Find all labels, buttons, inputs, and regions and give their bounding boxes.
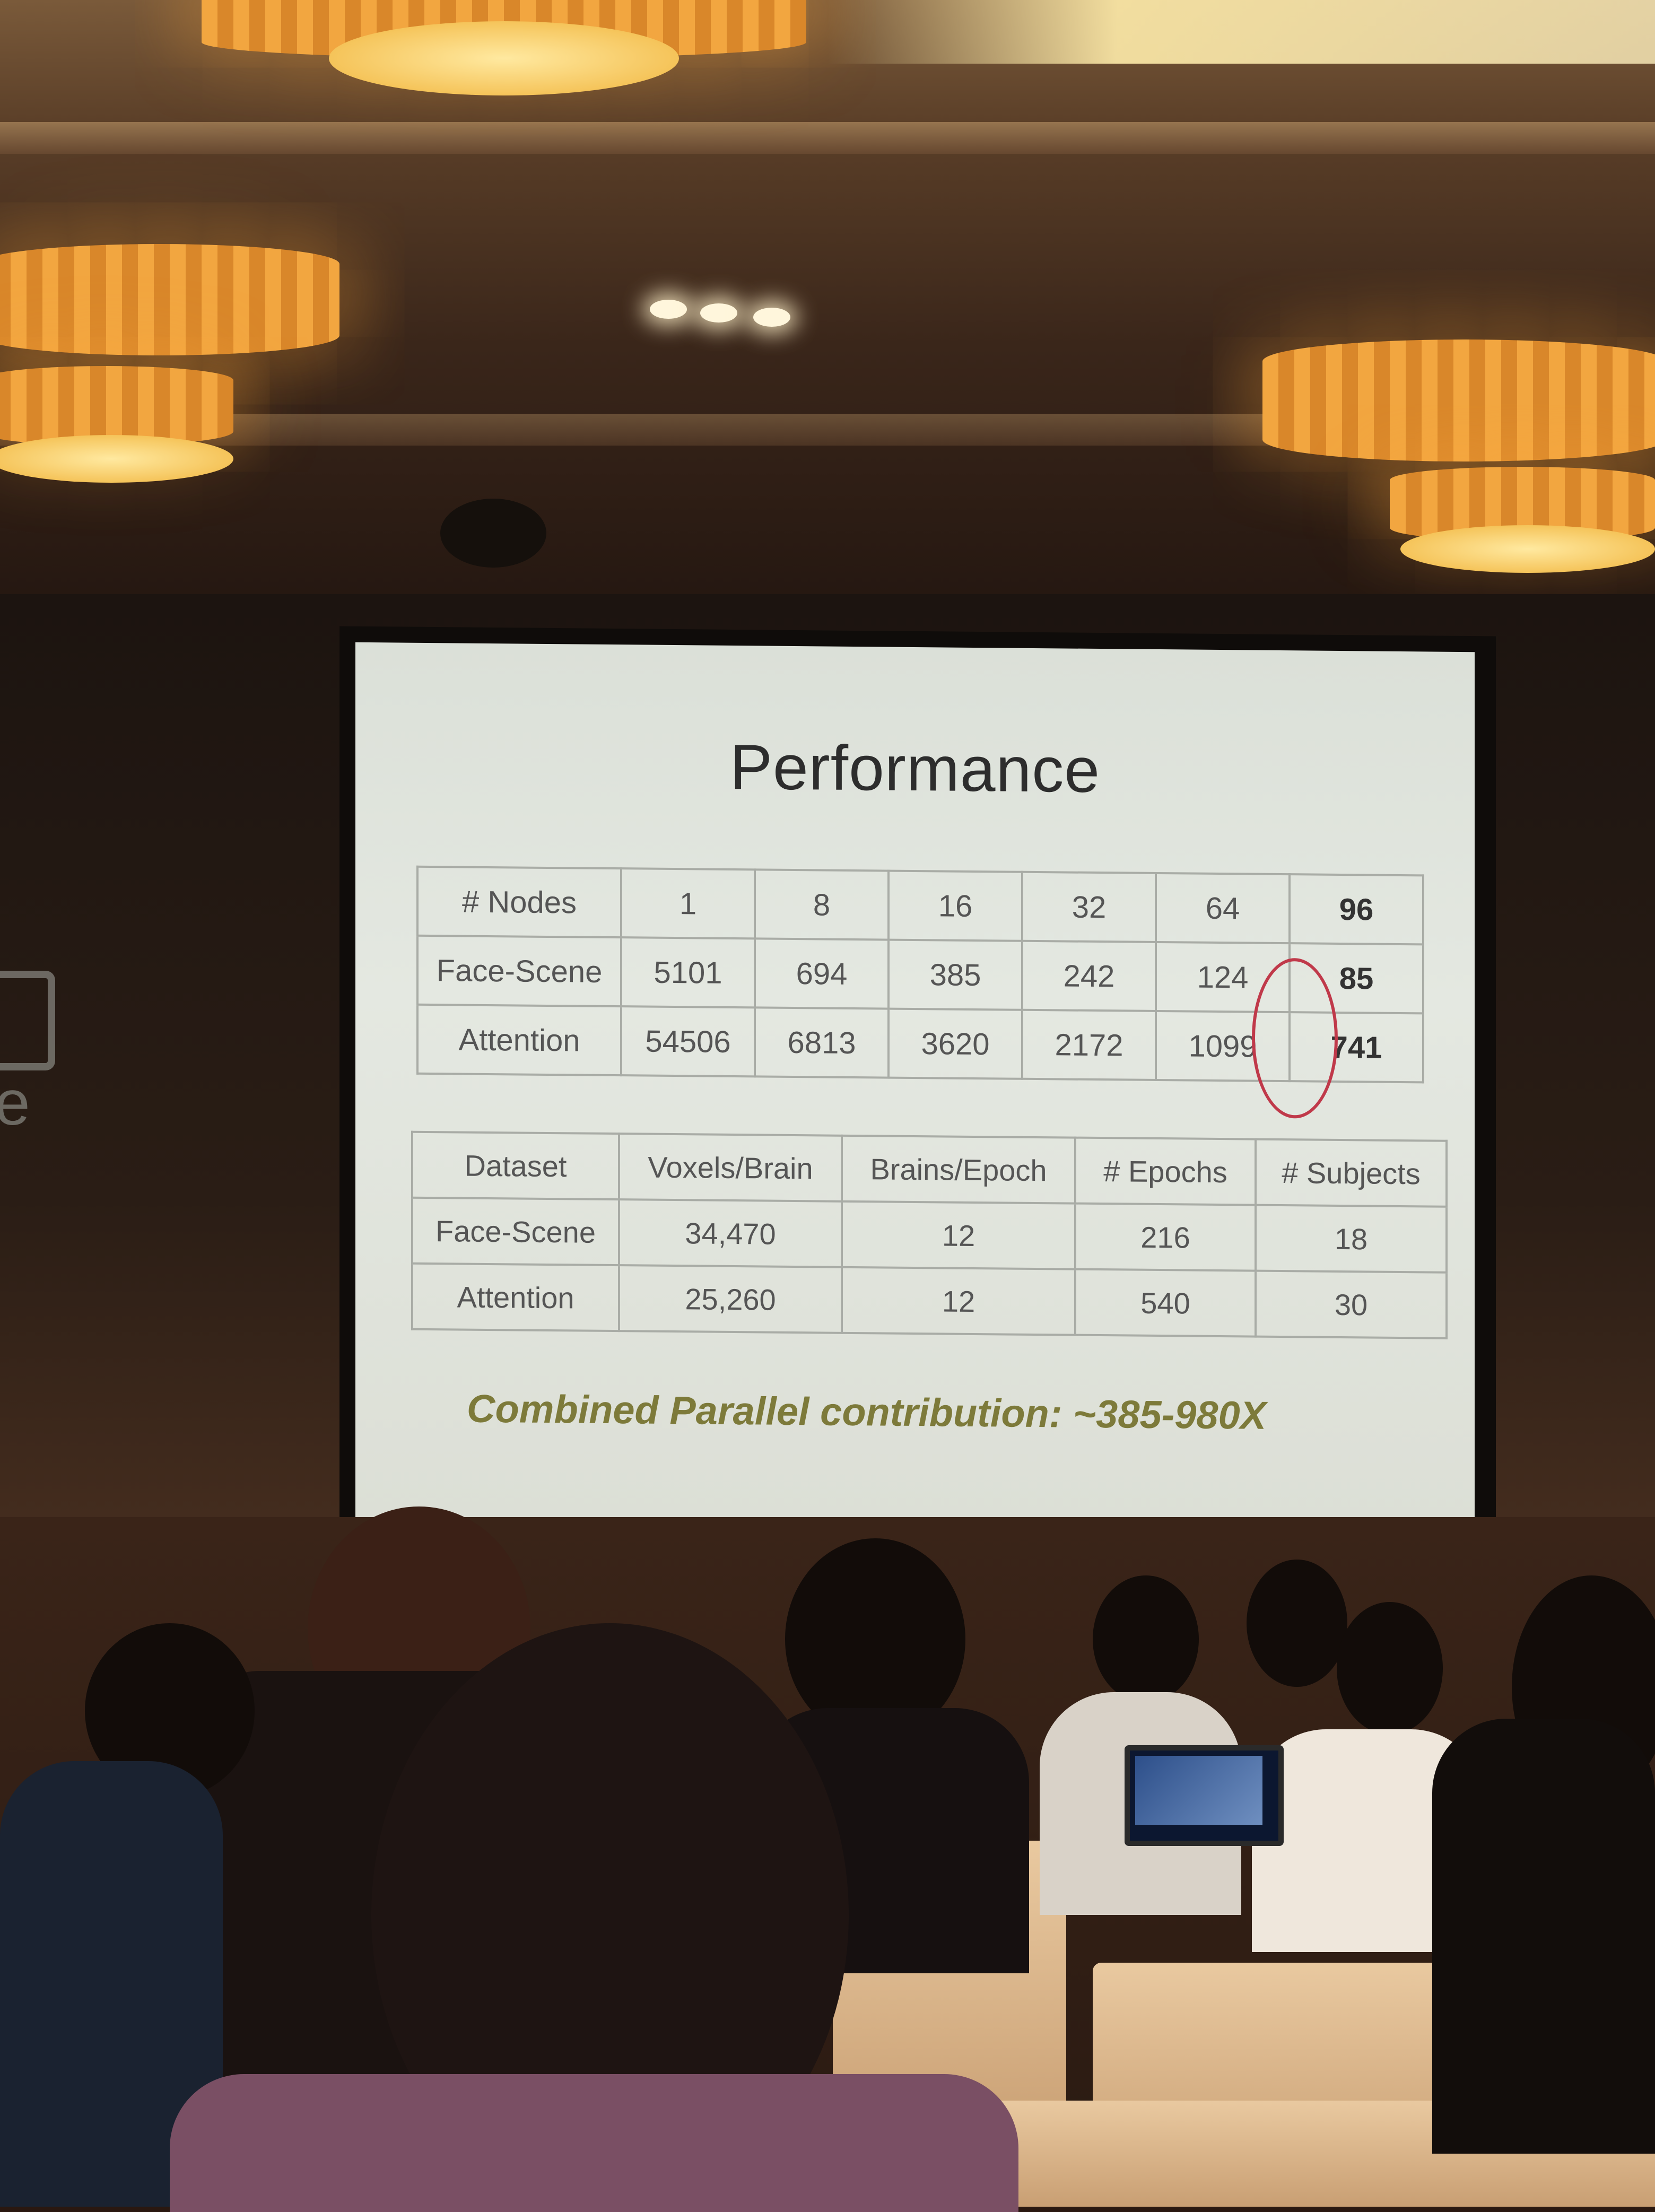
table-cell: Face-Scene xyxy=(412,1197,619,1266)
table-cell: Attention xyxy=(412,1263,619,1331)
table-cell: Dataset xyxy=(412,1131,619,1200)
person-head xyxy=(785,1538,965,1740)
ceiling-molding xyxy=(0,122,1655,154)
person-body-foreground xyxy=(170,2074,1018,2212)
table-row: Attention 25,260 12 540 30 xyxy=(412,1263,1447,1338)
table-cell: 16 xyxy=(889,870,1022,941)
ceiling-spotlight xyxy=(650,300,687,319)
table-cell: Brains/Epoch xyxy=(842,1135,1075,1204)
ceiling-spotlight xyxy=(700,303,737,323)
table-cell: 34,470 xyxy=(619,1199,842,1267)
table-cell: 216 xyxy=(1075,1203,1256,1271)
pendant-lamp-left-bottom xyxy=(0,435,233,483)
table-row: Dataset Voxels/Brain Brains/Epoch # Epoc… xyxy=(412,1131,1447,1207)
table-cell: 54506 xyxy=(621,1006,755,1077)
table-cell: 6813 xyxy=(755,1007,889,1078)
table-cell: 3620 xyxy=(889,1008,1022,1079)
projection-screen: Performance # Nodes 1 8 16 32 64 96 Face… xyxy=(355,642,1475,1528)
table-cell: 694 xyxy=(755,938,889,1009)
laptop-screen xyxy=(1135,1756,1262,1825)
table-cell: # Subjects xyxy=(1256,1139,1447,1207)
table-cell: 32 xyxy=(1022,872,1156,942)
table-row: Face-Scene 34,470 12 216 18 xyxy=(412,1197,1447,1273)
pendant-lamp-left-lower xyxy=(0,366,233,446)
highlight-circle xyxy=(1252,957,1338,1119)
table-cell: 385 xyxy=(889,939,1022,1010)
ceiling-spotlight xyxy=(753,308,790,327)
contribution-text: Combined Parallel contribution: ~385-980… xyxy=(467,1386,1267,1438)
table-cell: 1 xyxy=(621,868,755,939)
pendant-lamp-left xyxy=(0,244,339,355)
table-cell: 540 xyxy=(1075,1269,1256,1337)
table-cell: 96 xyxy=(1290,874,1423,945)
table-cell: Face-Scene xyxy=(417,935,621,1007)
dataset-table: Dataset Voxels/Brain Brains/Epoch # Epoc… xyxy=(411,1131,1448,1339)
laptop xyxy=(1125,1745,1284,1846)
person-head xyxy=(1247,1560,1347,1687)
table-cell: 12 xyxy=(842,1201,1075,1269)
security-camera xyxy=(440,499,546,568)
table-cell: 2172 xyxy=(1022,1009,1156,1080)
table-cell: 242 xyxy=(1022,940,1156,1011)
table-cell: 25,260 xyxy=(619,1265,842,1333)
person-head xyxy=(1337,1602,1443,1735)
person-body xyxy=(1432,1719,1655,2154)
sign-icon xyxy=(0,971,55,1070)
pendant-lamp-top-bottom xyxy=(329,21,679,95)
audience-area xyxy=(0,1506,1655,2212)
pendant-lamp-right xyxy=(1262,339,1655,461)
table-cell: Attention xyxy=(417,1004,621,1076)
ceiling xyxy=(0,0,1655,626)
person-head xyxy=(1093,1575,1199,1703)
table-cell: 12 xyxy=(842,1267,1075,1335)
sign-letter: e xyxy=(0,1067,30,1138)
table-cell: 64 xyxy=(1156,873,1290,944)
table-cell: 30 xyxy=(1256,1270,1447,1338)
table-cell: Voxels/Brain xyxy=(619,1134,842,1201)
ceiling-light-strip xyxy=(828,0,1655,64)
table-row: # Nodes 1 8 16 32 64 96 xyxy=(417,866,1423,945)
table-cell: # Epochs xyxy=(1075,1137,1256,1205)
table-cell: 5101 xyxy=(621,937,755,1008)
side-sign: e xyxy=(0,955,64,1167)
table-cell: # Nodes xyxy=(417,866,621,938)
table-cell: 8 xyxy=(755,869,889,940)
pendant-lamp-right-bottom xyxy=(1400,525,1655,573)
slide-title: Performance xyxy=(730,731,1100,806)
table-cell: 18 xyxy=(1256,1205,1447,1273)
